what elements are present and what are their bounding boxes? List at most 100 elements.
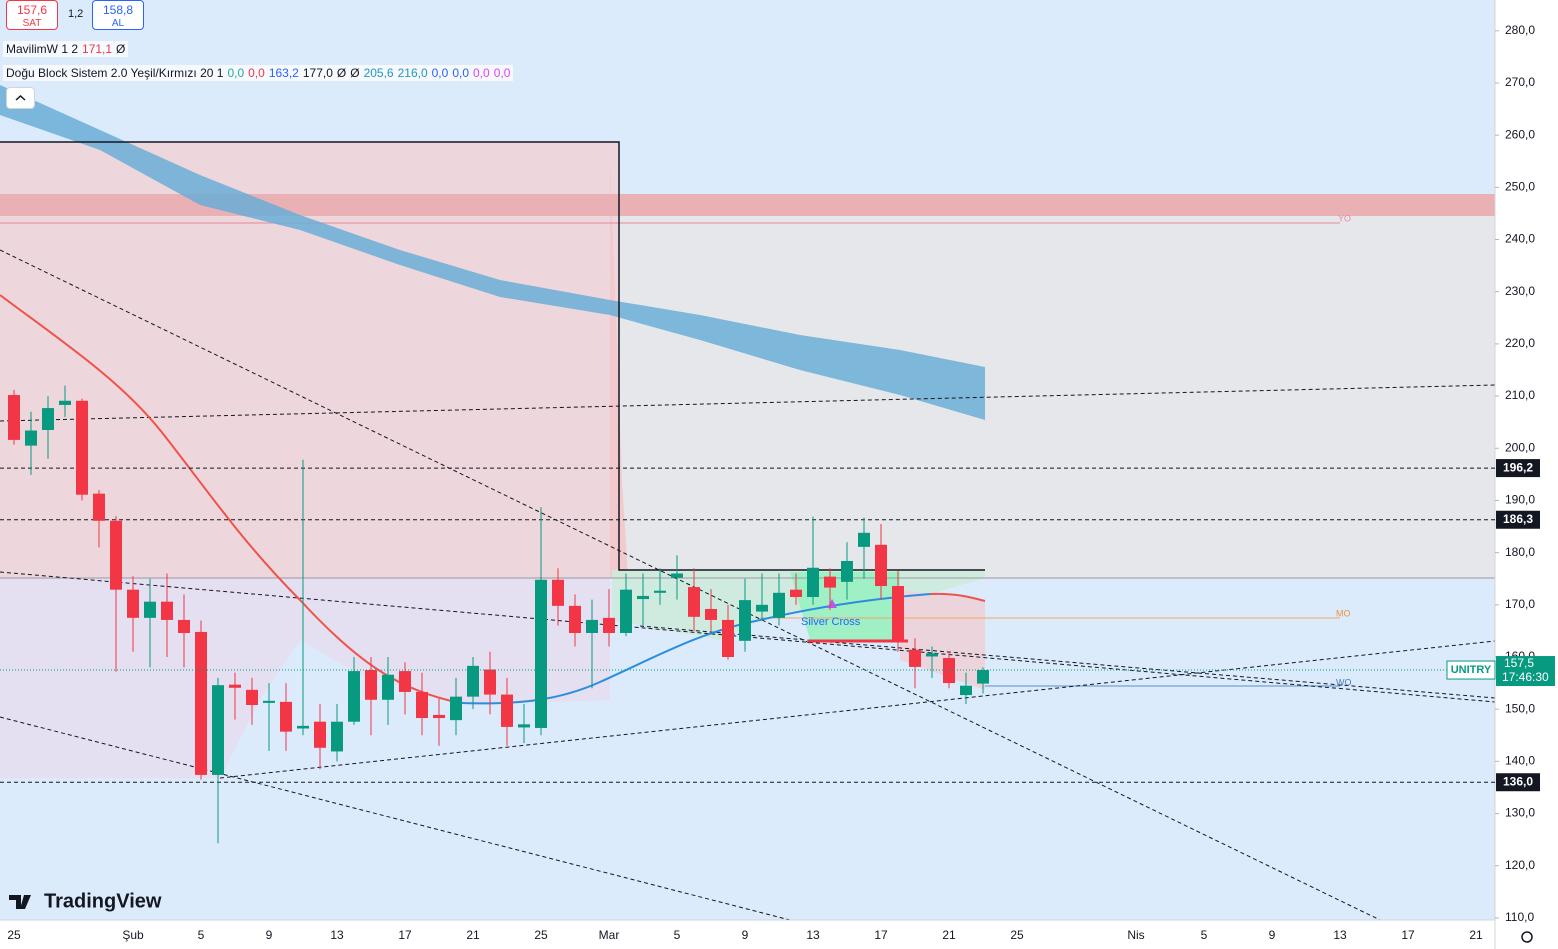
candle-body: [977, 670, 989, 684]
candle-body: [722, 619, 734, 657]
y-tick-label: 210,0: [1505, 388, 1535, 402]
indicator-value: 0,0: [431, 66, 449, 80]
sell-label: SAT: [22, 18, 42, 29]
candle-body: [875, 544, 887, 587]
candle-body: [365, 670, 377, 700]
x-tick-label: 5: [674, 928, 681, 942]
candle: [365, 656, 377, 736]
candle-body: [280, 701, 292, 732]
candle: [773, 573, 785, 626]
indicator-value: 177,0: [302, 66, 333, 80]
trend-line: [639, 625, 1496, 699]
level-tag: [1496, 510, 1540, 529]
logo-mark: [9, 895, 31, 909]
candle-body: [841, 560, 853, 582]
candle: [909, 638, 921, 689]
level-label: 196,2: [1503, 460, 1533, 474]
collapse-button[interactable]: [6, 87, 35, 109]
candle: [348, 656, 360, 725]
logo: TradingView: [9, 890, 162, 912]
candle: [263, 683, 275, 751]
indicator-value: 0,0: [452, 66, 469, 80]
annotation: Silver Cross: [801, 616, 861, 628]
x-tick-label: 13: [1333, 928, 1347, 942]
candle: [739, 578, 751, 652]
candle: [127, 576, 139, 652]
lavender-zone: [0, 578, 610, 778]
indicator-legend[interactable]: MavilimW 1 2 171,1 Ø: [3, 41, 129, 57]
candle-body: [501, 694, 513, 727]
annotation: WO: [1336, 677, 1352, 687]
indicator-name: MavilimW 1 2: [6, 42, 79, 56]
price-tag: [1496, 656, 1555, 687]
candle: [671, 555, 683, 600]
candle: [297, 459, 309, 736]
candle: [195, 620, 207, 780]
candle-body: [331, 721, 343, 752]
candle-body: [433, 714, 445, 719]
candle: [212, 677, 224, 844]
x-tick-label: 17: [874, 928, 888, 942]
x-axis-panel: [0, 920, 1495, 949]
candle: [722, 604, 734, 660]
x-tick-label: 5: [198, 928, 205, 942]
candle-body: [195, 631, 207, 775]
candle-body: [824, 576, 836, 588]
settings-icon[interactable]: [1521, 931, 1533, 943]
candle: [314, 703, 326, 770]
candle-body: [892, 586, 904, 641]
y-tick-label: 260,0: [1505, 127, 1535, 141]
candle: [586, 599, 598, 689]
candle-body: [858, 532, 870, 547]
red-ma-tail: [929, 592, 986, 602]
candle-body: [246, 689, 258, 706]
sell-button[interactable]: 157,6 SAT: [6, 0, 58, 30]
x-tick-label: 9: [1269, 928, 1276, 942]
candle-body: [450, 696, 462, 721]
y-tick-label: 230,0: [1505, 284, 1535, 298]
y-tick-label: 110,0: [1505, 910, 1534, 924]
candle: [807, 516, 819, 605]
x-tick-label: 25: [1010, 928, 1024, 942]
candle: [25, 411, 37, 475]
indicator-legend[interactable]: Doğu Block Sistem 2.0 Yeşil/Kırmızı 20 1…: [3, 65, 514, 81]
indicator-value: 0,0: [248, 66, 265, 80]
annotation: YO: [1338, 213, 1351, 223]
indicator-name: Doğu Block Sistem 2.0 Yeşil/Kırmızı 20 1: [6, 66, 224, 80]
candle: [280, 683, 292, 751]
indicator-value: Ø: [350, 66, 360, 80]
candle-body: [637, 595, 649, 600]
candle-body: [144, 601, 156, 618]
candle: [246, 677, 258, 725]
candle-body: [348, 671, 360, 722]
x-tick-label: 21: [942, 928, 956, 942]
candle-body: [603, 617, 615, 633]
buy-price: 158,8: [102, 3, 134, 17]
candle: [229, 672, 241, 720]
candle-body: [569, 605, 581, 633]
x-tick-label: 5: [1201, 928, 1208, 942]
candle-body: [76, 400, 88, 495]
indicator-value: 171,1: [82, 42, 113, 56]
level-tag: [1496, 773, 1540, 792]
indicator-value: 216,0: [397, 66, 428, 80]
candle: [535, 507, 547, 736]
candle: [178, 594, 190, 668]
red-zone: [900, 590, 985, 690]
candle: [399, 662, 411, 715]
candle-body: [552, 579, 564, 606]
y-tick-label: 200,0: [1505, 440, 1535, 454]
annotation: MO: [1336, 608, 1351, 618]
candle-body: [297, 725, 309, 729]
y-tick-label: 280,0: [1505, 23, 1535, 37]
buy-button[interactable]: 158,8 AL: [92, 0, 144, 30]
candle-body: [229, 684, 241, 688]
y-tick-label: 190,0: [1505, 493, 1535, 507]
candle-body: [59, 400, 71, 405]
candle: [161, 573, 173, 657]
x-tick-label: 9: [742, 928, 749, 942]
x-tick-label: 25: [534, 928, 548, 942]
pink-spike: [610, 160, 628, 578]
candle-body: [416, 691, 428, 719]
level-tag: [1496, 459, 1540, 478]
